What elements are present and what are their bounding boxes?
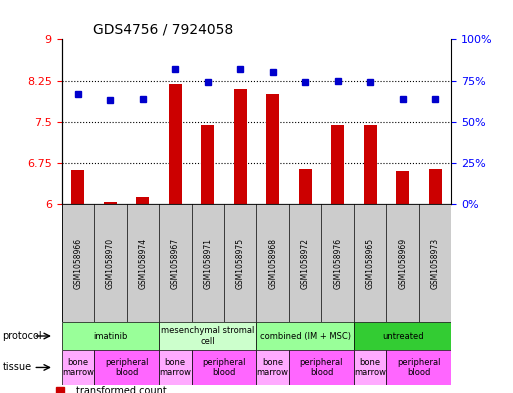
Bar bbox=[266, 94, 279, 204]
Text: GDS4756 / 7924058: GDS4756 / 7924058 bbox=[93, 23, 233, 37]
FancyBboxPatch shape bbox=[62, 322, 159, 350]
Bar bbox=[331, 125, 344, 204]
Bar bbox=[136, 197, 149, 204]
Bar bbox=[364, 125, 377, 204]
Text: GSM1058970: GSM1058970 bbox=[106, 238, 115, 289]
Text: GSM1058975: GSM1058975 bbox=[236, 238, 245, 289]
Text: GSM1058976: GSM1058976 bbox=[333, 238, 342, 289]
Bar bbox=[299, 169, 312, 204]
FancyBboxPatch shape bbox=[62, 204, 451, 322]
Bar bbox=[396, 171, 409, 204]
Text: bone
marrow: bone marrow bbox=[62, 358, 94, 377]
FancyBboxPatch shape bbox=[159, 350, 191, 385]
Bar bbox=[169, 84, 182, 204]
Text: GSM1058971: GSM1058971 bbox=[203, 238, 212, 289]
FancyBboxPatch shape bbox=[191, 350, 256, 385]
Text: GSM1058972: GSM1058972 bbox=[301, 238, 310, 289]
Bar bbox=[234, 89, 247, 204]
Text: peripheral
blood: peripheral blood bbox=[105, 358, 148, 377]
FancyBboxPatch shape bbox=[256, 322, 354, 350]
Text: GSM1058969: GSM1058969 bbox=[398, 238, 407, 289]
Text: bone
marrow: bone marrow bbox=[159, 358, 191, 377]
Text: peripheral
blood: peripheral blood bbox=[300, 358, 343, 377]
Bar bbox=[429, 169, 442, 204]
Bar bbox=[201, 125, 214, 204]
FancyBboxPatch shape bbox=[354, 322, 451, 350]
Text: GSM1058967: GSM1058967 bbox=[171, 238, 180, 289]
FancyBboxPatch shape bbox=[386, 350, 451, 385]
Text: transformed count: transformed count bbox=[76, 386, 167, 393]
Text: bone
marrow: bone marrow bbox=[354, 358, 386, 377]
FancyBboxPatch shape bbox=[256, 350, 289, 385]
FancyBboxPatch shape bbox=[159, 322, 256, 350]
Text: untreated: untreated bbox=[382, 332, 424, 340]
Text: imatinib: imatinib bbox=[93, 332, 128, 340]
Text: peripheral
blood: peripheral blood bbox=[202, 358, 246, 377]
FancyBboxPatch shape bbox=[62, 350, 94, 385]
Text: tissue: tissue bbox=[3, 362, 32, 373]
Text: protocol: protocol bbox=[3, 331, 42, 341]
Text: combined (IM + MSC): combined (IM + MSC) bbox=[260, 332, 351, 340]
Text: GSM1058973: GSM1058973 bbox=[431, 238, 440, 289]
Text: GSM1058965: GSM1058965 bbox=[366, 238, 374, 289]
FancyBboxPatch shape bbox=[289, 350, 354, 385]
Text: mesenchymal stromal
cell: mesenchymal stromal cell bbox=[161, 326, 254, 346]
FancyBboxPatch shape bbox=[94, 350, 159, 385]
Text: bone
marrow: bone marrow bbox=[256, 358, 289, 377]
Bar bbox=[71, 170, 84, 204]
Text: GSM1058968: GSM1058968 bbox=[268, 238, 277, 289]
Text: GSM1058974: GSM1058974 bbox=[139, 238, 147, 289]
Text: peripheral
blood: peripheral blood bbox=[397, 358, 441, 377]
Text: GSM1058966: GSM1058966 bbox=[73, 238, 82, 289]
Bar bbox=[104, 202, 117, 204]
FancyBboxPatch shape bbox=[354, 350, 386, 385]
